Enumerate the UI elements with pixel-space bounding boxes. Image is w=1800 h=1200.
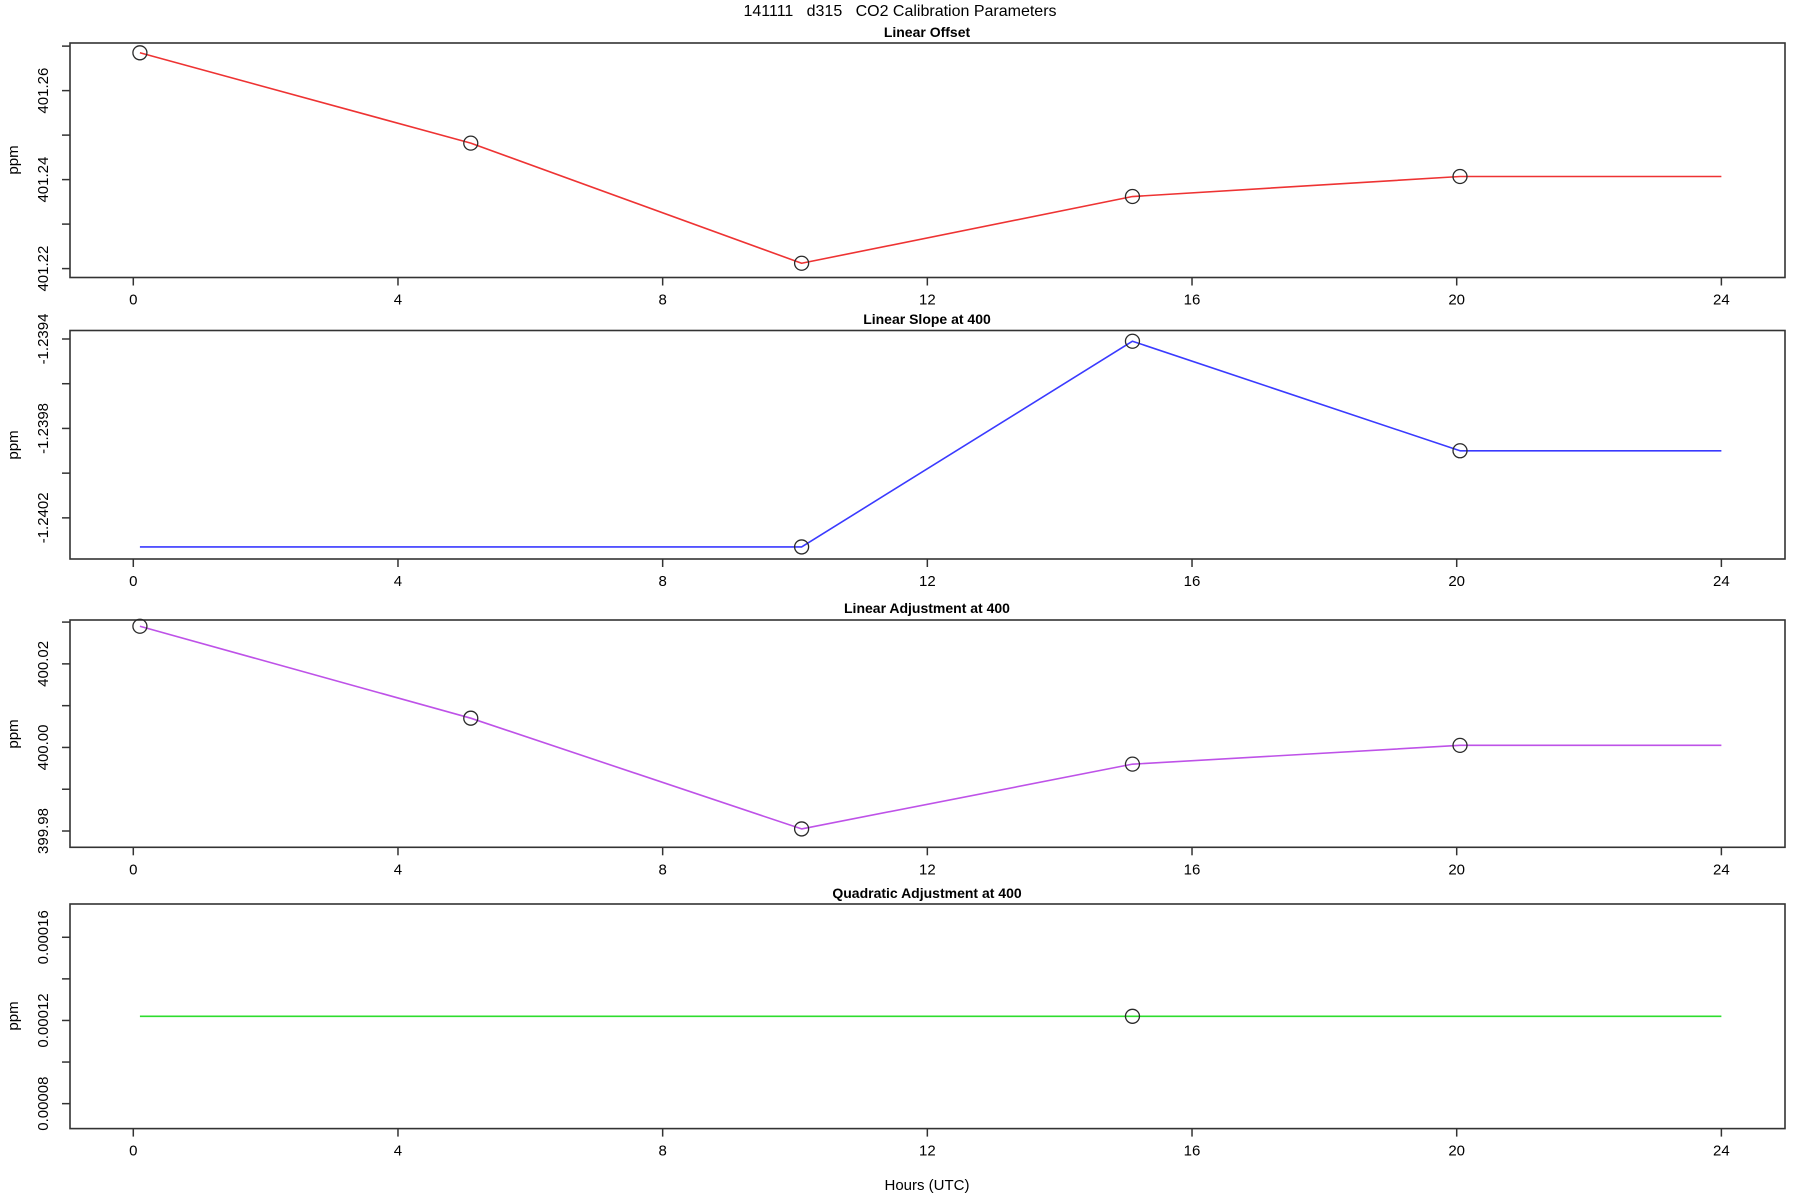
data-point-marker — [463, 710, 479, 726]
data-series-line — [139, 52, 1722, 265]
y-tick-label: 400.02 — [35, 641, 52, 687]
x-tick-label: 0 — [129, 292, 137, 309]
data-point-marker — [1452, 443, 1468, 459]
x-tick-label: 12 — [919, 573, 936, 590]
x-tick-label: 8 — [658, 1143, 666, 1160]
y-tick-label: 401.26 — [35, 68, 52, 114]
x-tick-label: 4 — [394, 573, 402, 590]
y-tick-label: 0.00008 — [35, 1077, 52, 1131]
x-tick-label: 12 — [919, 1143, 936, 1160]
data-point-marker — [793, 821, 810, 837]
x-tick-label: 12 — [919, 861, 936, 878]
main-title: 141111 d315 CO2 Calibration Parameters — [743, 3, 1057, 20]
panel-3: 399.98 400.00 400.02 0 4 8 12 16 20 24 — [35, 618, 1786, 878]
y-axis-label-panel-4: ppm — [5, 1001, 22, 1030]
x-tick-label: 0 — [129, 1143, 137, 1160]
data-series-line — [139, 625, 1722, 830]
y-tick-label: 0.00012 — [35, 993, 52, 1047]
x-tick-label: 8 — [658, 573, 666, 590]
data-point-marker — [463, 135, 479, 151]
panel-2: -1.2402 -1.2398 -1.2394 0 4 8 12 16 20 24 — [35, 314, 1786, 590]
x-tick-label: 8 — [658, 292, 666, 309]
data-point-marker — [132, 45, 148, 61]
x-tick-label: 16 — [1184, 292, 1201, 309]
x-tick-label: 16 — [1184, 1143, 1201, 1160]
data-point-marker — [793, 539, 810, 555]
x-tick-label: 4 — [394, 1143, 402, 1160]
x-tick-label: 24 — [1713, 861, 1730, 878]
data-point-marker — [1124, 333, 1141, 349]
data-point-marker — [1452, 737, 1468, 753]
data-point-marker — [132, 618, 148, 634]
x-tick-label: 24 — [1713, 292, 1730, 309]
y-axis-label-panel-2: ppm — [5, 430, 22, 459]
y-tick-label: 401.24 — [35, 157, 52, 203]
y-axis-label-panel-1: ppm — [5, 145, 22, 174]
panel-title-quadratic-adjustment: Quadratic Adjustment at 400 — [832, 885, 1022, 901]
data-series-line — [139, 340, 1722, 548]
x-tick-label: 12 — [919, 292, 936, 309]
plot-border — [69, 42, 1786, 279]
x-tick-label: 24 — [1713, 573, 1730, 590]
x-tick-label: 20 — [1448, 292, 1465, 309]
x-axis-label: Hours (UTC) — [885, 1177, 970, 1194]
y-tick-label: -1.2402 — [35, 492, 52, 543]
y-tick-label: 399.98 — [35, 808, 52, 854]
data-point-marker — [1124, 1008, 1141, 1024]
panel-title-linear-offset: Linear Offset — [884, 24, 971, 40]
y-axis-label-panel-3: ppm — [5, 719, 22, 748]
x-tick-label: 20 — [1448, 573, 1465, 590]
x-tick-label: 0 — [129, 573, 137, 590]
panel-1: 401.22 401.24 401.26 0 4 8 12 16 20 24 — [35, 42, 1786, 309]
y-tick-label: -1.2398 — [35, 403, 52, 454]
x-tick-label: 4 — [394, 292, 402, 309]
panel-4: 0.00008 0.00012 0.00016 0 4 8 12 16 20 24 — [35, 903, 1786, 1160]
data-point-marker — [1124, 756, 1141, 772]
x-tick-label: 16 — [1184, 573, 1201, 590]
panel-title-linear-adjustment: Linear Adjustment at 400 — [844, 600, 1010, 616]
y-tick-label: -1.2394 — [35, 314, 52, 365]
plot-border — [69, 329, 1786, 560]
x-tick-label: 24 — [1713, 1143, 1730, 1160]
plot-border — [69, 619, 1786, 849]
x-tick-label: 4 — [394, 861, 402, 878]
x-tick-label: 8 — [658, 861, 666, 878]
data-point-marker — [793, 255, 810, 271]
y-tick-label: 0.00016 — [35, 910, 52, 964]
data-point-marker — [1452, 168, 1468, 185]
y-tick-label: 400.00 — [35, 724, 52, 770]
x-tick-label: 20 — [1448, 1143, 1465, 1160]
x-tick-label: 16 — [1184, 861, 1201, 878]
x-tick-label: 20 — [1448, 861, 1465, 878]
x-tick-label: 0 — [129, 861, 137, 878]
panel-title-linear-slope: Linear Slope at 400 — [863, 311, 991, 327]
y-tick-label: 401.22 — [35, 246, 52, 292]
data-point-marker — [1124, 188, 1141, 205]
